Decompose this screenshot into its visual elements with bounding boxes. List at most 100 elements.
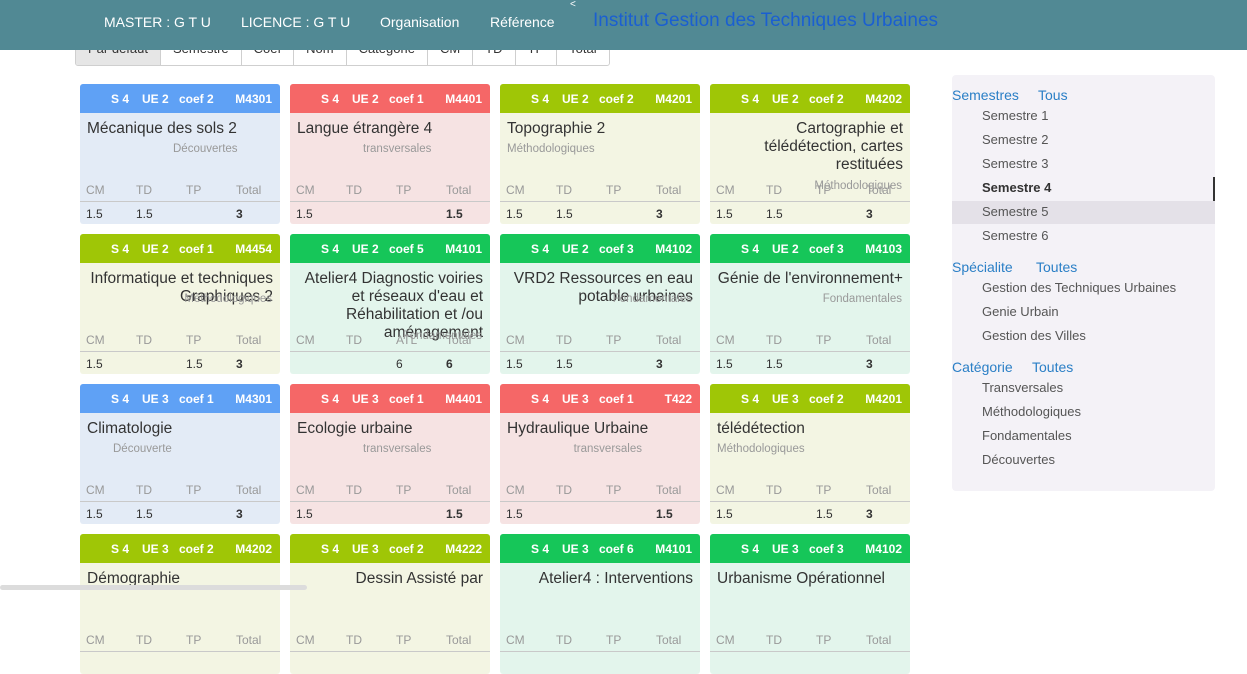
- filter-specialite-all-link[interactable]: Toutes: [1036, 259, 1078, 275]
- course-card[interactable]: S 4 UE 3 coef 1 T422 Hydraulique Urbaine tran…: [500, 384, 700, 524]
- sidebar-item-semestre-4[interactable]: Semestre 4: [982, 180, 1052, 195]
- card-cm-value: 1.5: [716, 507, 733, 521]
- card-total-header: Total: [866, 333, 892, 347]
- card-total-header: Total: [446, 183, 472, 197]
- nav-reference-link[interactable]: Référence: [490, 14, 555, 30]
- caret-left-icon[interactable]: <: [570, 0, 576, 10]
- sidebar-item-semestre-1[interactable]: Semestre 1: [982, 108, 1049, 123]
- nav-licence-link[interactable]: LICENCE : G T U: [241, 14, 351, 30]
- card-coef: coef 2: [179, 542, 214, 556]
- card-tp-header: TP: [606, 633, 622, 647]
- card-header: S 4 UE 3 coef 2 M4222: [290, 534, 490, 563]
- course-card[interactable]: S 4 UE 2 coef 2 M4201 Topographie 2 Méthodolo…: [500, 84, 700, 224]
- card-category: transversales: [363, 143, 432, 155]
- sidebar-item-genie-urbain[interactable]: Genie Urbain: [982, 304, 1059, 319]
- nav-organisation-link[interactable]: Organisation: [380, 14, 460, 30]
- card-header: S 4 UE 2 coef 3 M4103: [710, 234, 910, 263]
- card-category: Fondamentales: [402, 330, 482, 342]
- card-ue: UE 2: [352, 242, 379, 256]
- card-title: Atelier4 Diagnostic voiries et réseaux d…: [304, 270, 483, 341]
- card-coef: coef 1: [599, 392, 634, 406]
- course-card[interactable]: S 4 UE 3 coef 1 M4401 Ecologie urbaine transv…: [290, 384, 490, 524]
- card-td-header: TD: [556, 633, 572, 647]
- sidebar-item-gestion-villes[interactable]: Gestion des Villes: [982, 328, 1086, 343]
- card-semestre: S 4: [741, 92, 760, 106]
- card-cm-value: 1.5: [296, 207, 313, 221]
- horizontal-scrollbar[interactable]: [0, 585, 307, 590]
- card-code: M4201: [655, 92, 692, 106]
- card-ue: UE 3: [562, 392, 589, 406]
- card-semestre: S 4: [531, 242, 550, 256]
- card-coef: coef 3: [809, 542, 844, 556]
- card-semestre: S 4: [321, 392, 340, 406]
- card-tp-header: TP: [816, 183, 832, 197]
- course-card[interactable]: S 4 UE 3 coef 6 M4101 Atelier4 : Interventio…: [500, 534, 700, 674]
- card-divider: [710, 651, 910, 652]
- card-cm-header: CM: [86, 633, 105, 647]
- course-card[interactable]: S 4 UE 3 coef 1 M4301 Climatologie Découverte…: [80, 384, 280, 524]
- card-td-header: TD: [766, 483, 782, 497]
- card-cm-header: CM: [506, 633, 525, 647]
- card-cm-value: 1.5: [86, 507, 103, 521]
- course-card[interactable]: S 4 UE 3 coef 2 M4201 télédétection Méthodolo…: [710, 384, 910, 524]
- card-cm-header: CM: [506, 333, 525, 347]
- card-code: M4101: [445, 242, 482, 256]
- card-total-value: 3: [656, 357, 663, 371]
- course-card[interactable]: S 4 UE 2 coef 2 M4301 Mécanique des sols 2 Dé…: [80, 84, 280, 224]
- sidebar-item-gestion-techniques-urbaines[interactable]: Gestion des Techniques Urbaines: [982, 280, 1177, 295]
- card-header: S 4 UE 3 coef 2 M4202: [80, 534, 280, 563]
- card-td-value: 1.5: [136, 207, 153, 221]
- course-card[interactable]: S 4 UE 2 coef 3 M4103 Génie de l'environneme…: [710, 234, 910, 374]
- sidebar-item-transversales[interactable]: Transversales: [982, 380, 1064, 395]
- card-category: transversales: [363, 443, 432, 455]
- card-ue: UE 2: [352, 92, 379, 106]
- nav-master-link[interactable]: MASTER : G T U: [104, 14, 211, 30]
- card-title: Atelier4 : Interventions: [538, 570, 693, 587]
- card-total-header: Total: [236, 183, 262, 197]
- sidebar-item-semestre-6[interactable]: Semestre 6: [982, 228, 1049, 243]
- course-card[interactable]: S 4 UE 3 coef 3 M4102 Urbanisme Opérationnel…: [710, 534, 910, 674]
- course-card[interactable]: S 4 UE 2 coef 1 M4454 Informatique et techni…: [80, 234, 280, 374]
- sidebar-item-semestre-2[interactable]: Semestre 2: [982, 132, 1049, 147]
- filter-semestres-all-link[interactable]: Tous: [1038, 87, 1068, 103]
- card-code: M4301: [235, 392, 272, 406]
- card-tp-value: 1.5: [816, 507, 833, 521]
- course-card[interactable]: S 4 UE 3 coef 2 M4222 Dessin Assisté par CM TD…: [290, 534, 490, 674]
- course-card[interactable]: S 4 UE 2 coef 2 M4202 Cartographie et télédé…: [710, 84, 910, 224]
- card-cm-value: 1.5: [296, 507, 313, 521]
- filter-categorie-all-link[interactable]: Toutes: [1032, 359, 1074, 375]
- sidebar-item-fondamentales[interactable]: Fondamentales: [982, 428, 1072, 443]
- card-header: S 4 UE 2 coef 1 M4454: [80, 234, 280, 263]
- filter-sidebar: Semestres Tous Semestre 1 Semestre 2 Sem…: [952, 75, 1215, 491]
- course-card[interactable]: S 4 UE 2 coef 5 M4101 Atelier4 Diagnostic vo…: [290, 234, 490, 374]
- card-tp-header: TP: [606, 483, 622, 497]
- course-card[interactable]: S 4 UE 2 coef 1 M4401 Langue étrangère 4 tran…: [290, 84, 490, 224]
- card-category: Méthodologiques: [184, 293, 272, 305]
- card-header: S 4 UE 2 coef 2 M4201: [500, 84, 700, 113]
- card-cm-header: CM: [716, 633, 735, 647]
- card-title: Cartographie et télédétection, cartes re…: [764, 120, 903, 173]
- card-code: M4202: [235, 542, 272, 556]
- course-card[interactable]: S 4 UE 2 coef 3 M4102 VRD2 Ressources en eau…: [500, 234, 700, 374]
- card-cm-value: 1.5: [716, 357, 733, 371]
- card-td-header: TD: [346, 183, 362, 197]
- card-td-header: TD: [136, 483, 152, 497]
- card-tp-header: TP: [186, 183, 202, 197]
- card-cm-header: CM: [86, 183, 105, 197]
- sidebar-item-methodologiques[interactable]: Méthodologiques: [982, 404, 1082, 419]
- course-card[interactable]: S 4 UE 3 coef 2 M4202 Démographie CM TD TP Total: [80, 534, 280, 674]
- card-category: Fondamentales: [612, 293, 692, 305]
- sidebar-item-decouvertes[interactable]: Découvertes: [982, 452, 1055, 467]
- card-coef: coef 2: [809, 92, 844, 106]
- card-total-header: Total: [866, 483, 892, 497]
- card-ue: UE 2: [562, 242, 589, 256]
- top-navbar: MASTER : G T U LICENCE : G T U Organisat…: [0, 0, 1247, 50]
- card-total-header: Total: [446, 633, 472, 647]
- sidebar-item-semestre-5[interactable]: Semestre 5: [982, 204, 1049, 219]
- sidebar-item-semestre-3[interactable]: Semestre 3: [982, 156, 1049, 171]
- card-total-value: 3: [236, 207, 243, 221]
- card-total-value: 1.5: [446, 507, 463, 521]
- card-category: Découvertes: [173, 143, 238, 155]
- card-td-header: TD: [346, 333, 362, 347]
- card-cm-header: CM: [86, 483, 105, 497]
